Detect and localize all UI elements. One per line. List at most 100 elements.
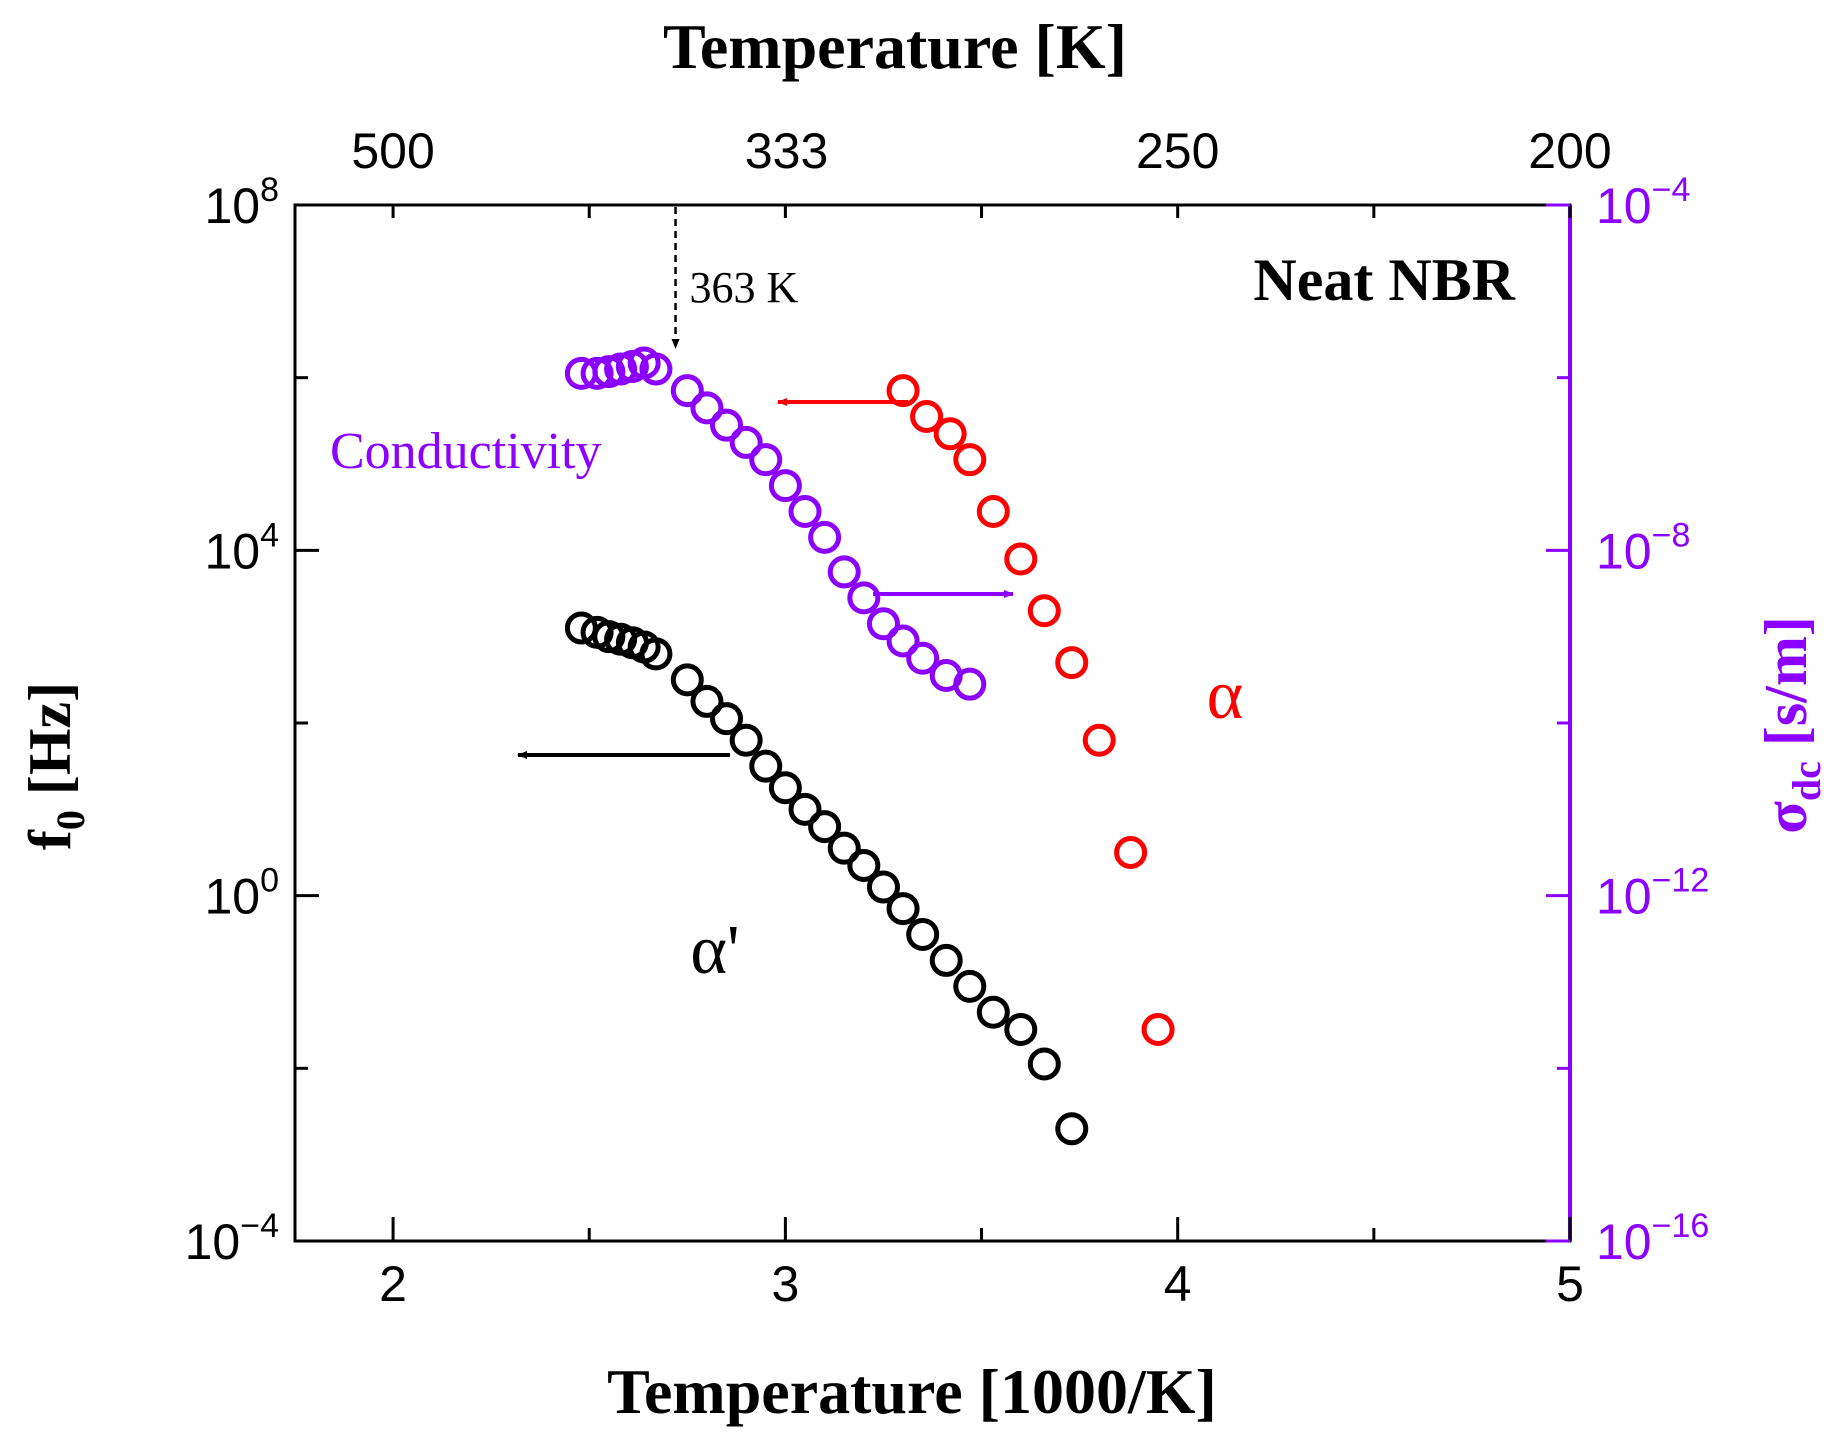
data-point [710,408,744,442]
series-group [564,346,1175,1146]
x2-axis-title: Temperature [K] [663,11,1127,82]
data-point [808,810,842,844]
tick-label-base: 10 [204,869,260,925]
data-point [1004,542,1038,576]
data-point [768,469,802,503]
y-left-tick-label: 104 [204,516,279,579]
data-point [1055,646,1089,680]
data-point [639,637,673,671]
x2-tick-label: 200 [1528,123,1611,179]
data-point [670,663,704,697]
data-point [1027,1047,1061,1081]
data-point [906,918,940,952]
transition-label: 363 K [690,263,799,312]
tick-label-exponent: 8 [260,171,279,209]
data-point [906,641,940,675]
data-point [953,667,987,701]
y-left-tick-label: 108 [204,171,279,234]
data-point [847,581,881,615]
y-left-axis-title: f0 [Hz] [17,682,93,850]
series-conductivity [564,346,987,701]
data-point [976,494,1010,528]
data-point [1055,1112,1089,1146]
data-point [710,702,744,736]
y-right-label-main: σ [1753,801,1819,834]
ticks-group [295,203,1572,1243]
data-point [953,969,987,1003]
data-point [1027,594,1061,628]
tick-label-exponent: −8 [1652,516,1691,554]
x-axis-title: Temperature [1000/K] [607,1356,1217,1427]
tick-label-base: 10 [185,1214,241,1270]
y-left-tick-label: 100 [204,862,279,925]
data-point [1141,1012,1175,1046]
tick-label-exponent: −4 [1652,171,1691,209]
data-point [827,555,861,589]
data-point [847,848,881,882]
tick-label-exponent: −4 [240,1207,279,1245]
y-right-label-unit: [s/m] [1753,616,1819,761]
data-point [768,771,802,805]
chart-title: Neat NBR [1253,247,1515,313]
y-right-tick-label: 10−8 [1596,516,1690,579]
tick-label-base: 10 [1596,178,1652,234]
y-left-label-unit: [Hz] [17,682,83,810]
x-tick-label: 5 [1556,1256,1584,1312]
y-left-label-sub: 0 [48,810,93,830]
data-point [1004,1012,1038,1046]
tick-label-base: 10 [1596,869,1652,925]
y-right-axis-title: σdc [s/m] [1753,616,1829,834]
y-right-tick-label: 10−4 [1596,171,1690,234]
data-point [1082,723,1116,757]
plot-frame [293,203,1572,1243]
data-point [1114,836,1148,869]
x2-tick-label: 500 [351,123,434,179]
data-point [729,425,763,459]
tick-label-base: 10 [1596,523,1652,579]
y-right-tick-label: 10−16 [1596,1207,1709,1270]
data-point [690,684,724,718]
data-point [886,374,920,408]
series-alpha [886,374,1175,1046]
x2-tick-label: 250 [1136,123,1219,179]
x2-tick-label: 333 [745,123,828,179]
tick-label-exponent: −12 [1652,862,1710,900]
x-tick-label: 3 [771,1256,799,1312]
data-point [749,749,783,783]
data-point [866,607,900,641]
y-left-label-main: f [17,829,83,850]
data-point [886,892,920,926]
tick-label-exponent: 0 [260,862,279,900]
series-label-conductivity: Conductivity [330,423,602,480]
y-right-label-sub: dc [1784,761,1829,801]
series-label-alpha: α [1207,657,1244,734]
data-point [729,723,763,757]
data-point [690,391,724,425]
x-tick-label: 4 [1164,1256,1192,1312]
data-point [933,417,967,451]
data-point [976,995,1010,1029]
tick-label-base: 10 [1596,1214,1652,1270]
x-tick-label: 2 [379,1256,407,1312]
data-point [788,494,822,528]
data-point [670,374,704,408]
data-point [808,520,842,554]
tick-label-base: 10 [204,523,260,579]
tick-label-base: 10 [204,178,260,234]
data-point [788,792,822,826]
y-left-tick-label: 10−4 [185,1207,279,1270]
y-right-tick-label: 10−12 [1596,862,1709,925]
tick-label-exponent: 4 [260,516,279,554]
data-point [580,356,614,390]
data-point [866,870,900,904]
data-point [929,943,963,977]
data-point [910,400,944,434]
data-point [827,831,861,865]
data-point [886,624,920,658]
tick-label-exponent: −16 [1652,1207,1710,1245]
data-point [953,443,987,477]
data-point [749,443,783,477]
series-label-alpha-prime: α' [690,912,739,989]
